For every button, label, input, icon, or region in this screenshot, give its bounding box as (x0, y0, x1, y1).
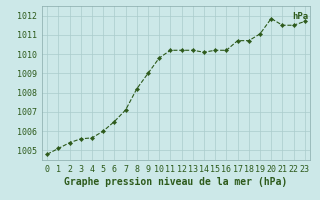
Text: hPa: hPa (292, 12, 308, 21)
X-axis label: Graphe pression niveau de la mer (hPa): Graphe pression niveau de la mer (hPa) (64, 177, 288, 187)
